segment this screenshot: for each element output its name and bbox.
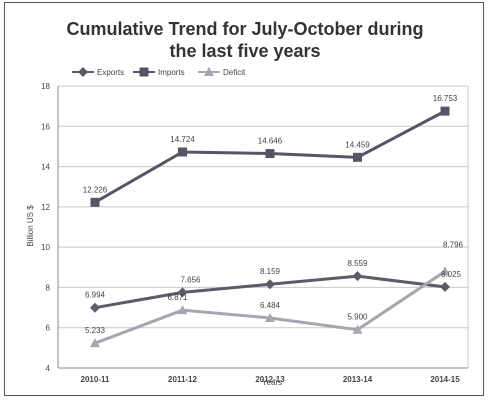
legend-label-deficit: Deficit <box>223 68 246 77</box>
data-label-imports: 14.646 <box>258 137 283 146</box>
point-exports <box>265 279 275 290</box>
y-tick-label: 10 <box>41 243 50 252</box>
data-label-imports: 12.226 <box>83 185 108 194</box>
data-label-exports: 6.994 <box>85 291 106 300</box>
data-label-deficit: 6.871 <box>167 293 188 302</box>
point-imports <box>178 147 187 157</box>
axes: 4 6 8 10 12 14 16 18 2010-11 2011-12 2012-13 2013-1… <box>41 82 469 384</box>
x-tick-label: 2012-13 <box>255 375 285 384</box>
x-axis-label: Years <box>262 378 282 387</box>
gridlines <box>58 85 468 369</box>
chart-frame <box>4 2 484 396</box>
data-label-exports: 8.025 <box>441 270 462 279</box>
point-deficit <box>440 266 450 276</box>
y-tick-label: 4 <box>46 364 51 373</box>
data-label-exports: 8.159 <box>260 267 281 276</box>
legend-marker-imports <box>139 67 149 77</box>
legend: Exports Imports Deficit <box>72 67 246 77</box>
data-label-deficit: 8.796 <box>443 240 464 249</box>
y-tick-label: 8 <box>46 283 51 292</box>
point-exports <box>352 271 363 282</box>
data-label-imports: 14.724 <box>170 135 195 144</box>
data-label-exports: 7.656 <box>180 275 201 284</box>
x-tick-label: 2010-11 <box>81 375 110 384</box>
point-imports <box>353 152 362 162</box>
chart-title-line-1: Cumulative Trend for July-October during <box>66 19 424 39</box>
point-imports <box>265 149 275 159</box>
data-label-imports: 16.753 <box>433 94 458 103</box>
data-label-deficit: 6.484 <box>260 301 281 310</box>
point-deficit <box>352 324 363 334</box>
chart-title-line-2: the last five years <box>169 41 321 61</box>
point-deficit <box>177 305 188 315</box>
point-exports <box>90 302 100 313</box>
y-tick-label: 6 <box>46 324 51 333</box>
x-tick-label: 2014-15 <box>430 375 460 384</box>
y-tick-label: 18 <box>41 82 50 91</box>
y-tick-label: 14 <box>41 163 50 172</box>
y-axis-label: Billion US $ <box>26 205 35 247</box>
legend-marker-exports <box>78 67 88 77</box>
data-label-deficit: 5.900 <box>347 313 368 322</box>
point-exports <box>177 287 188 298</box>
y-tick-label: 12 <box>41 203 50 212</box>
legend-label-imports: Imports <box>158 68 185 77</box>
series-lines <box>90 106 450 348</box>
point-exports <box>440 281 450 292</box>
data-label-imports: 14.459 <box>345 140 370 149</box>
point-deficit <box>90 338 100 348</box>
x-tick-label: 2011-12 <box>168 375 197 384</box>
data-label-exports: 8.559 <box>347 259 368 268</box>
point-deficit <box>265 312 275 322</box>
legend-marker-deficit <box>204 67 214 76</box>
point-imports <box>90 197 100 207</box>
y-tick-label: 16 <box>41 122 50 131</box>
data-label-deficit: 5.233 <box>85 326 106 335</box>
point-imports <box>440 106 450 116</box>
x-tick-label: 2013-14 <box>343 375 373 384</box>
data-labels: 6.994 7.656 8.159 8.559 8.025 12.226 14.724 14.… <box>83 94 464 335</box>
legend-label-exports: Exports <box>97 68 124 77</box>
